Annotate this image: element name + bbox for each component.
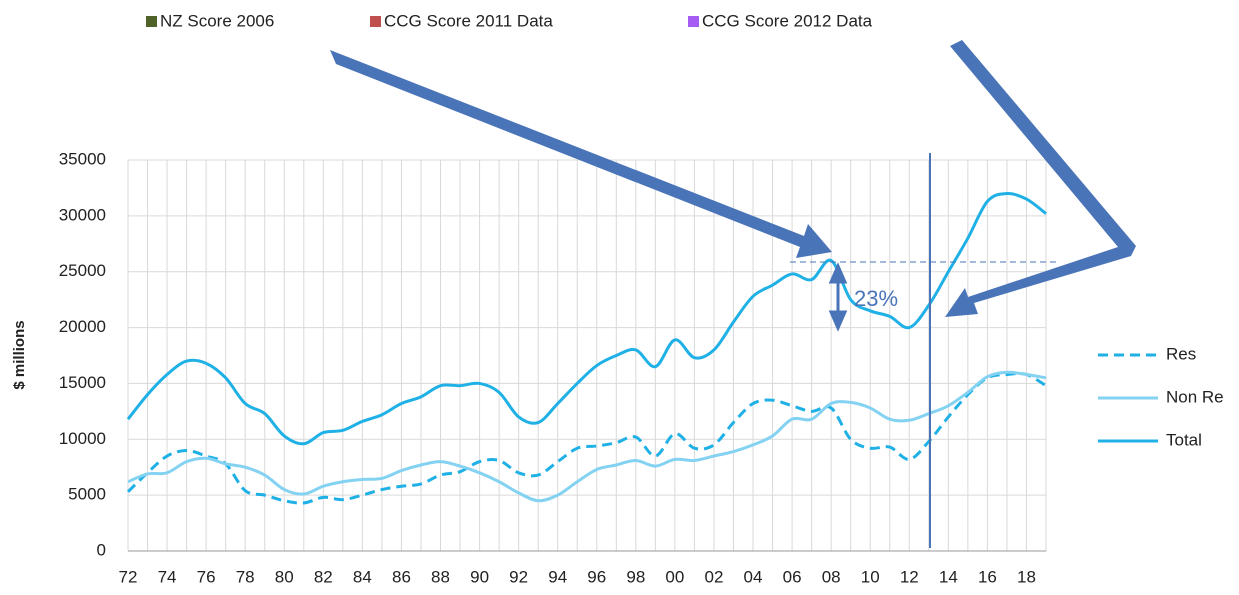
legend-label: CCG Score 2012 Data (702, 11, 873, 30)
x-tick-label: 02 (704, 567, 723, 586)
y-tick-label: 5000 (68, 485, 106, 504)
series-line (126, 372, 1047, 505)
legend-label: Total (1166, 430, 1202, 449)
x-tick-label: 08 (822, 567, 841, 586)
x-tick-label: 84 (353, 567, 372, 586)
y-tick-label: 0 (97, 540, 106, 559)
x-tick-label: 80 (275, 567, 294, 586)
legend-label: CCG Score 2011 Data (384, 11, 553, 30)
y-tick-label: 15000 (59, 373, 106, 392)
x-tick-label: 00 (665, 567, 684, 586)
x-tick-label: 94 (548, 567, 567, 586)
x-tick-label: 82 (314, 567, 333, 586)
legend-swatch (370, 16, 381, 27)
x-tick-label: 98 (626, 567, 645, 586)
y-tick-label: 25000 (59, 261, 106, 280)
x-tick-label: 04 (744, 567, 763, 586)
x-tick-label: 06 (783, 567, 802, 586)
y-tick-label: 20000 (59, 317, 106, 336)
series-line (126, 192, 1047, 446)
x-tick-label: 10 (861, 567, 880, 586)
x-tick-label: 88 (431, 567, 450, 586)
x-tick-label: 16 (978, 567, 997, 586)
legend-label: Res (1166, 344, 1196, 363)
x-tick-label: 18 (1017, 567, 1036, 586)
y-tick-label: 10000 (59, 429, 106, 448)
y-tick-label: 30000 (59, 205, 106, 224)
change-arrow (828, 262, 848, 332)
y-axis-label: $ millions (11, 320, 28, 389)
legend-label: Non Re (1166, 387, 1224, 406)
y-tick-label: 35000 (59, 149, 106, 168)
legend-swatch (146, 16, 157, 27)
x-tick-label: 92 (509, 567, 528, 586)
x-tick-label: 78 (236, 567, 255, 586)
legend-swatch (688, 16, 699, 27)
x-tick-label: 72 (119, 567, 138, 586)
legend-label: NZ Score 2006 (160, 11, 274, 30)
x-tick-label: 90 (470, 567, 489, 586)
series-line (127, 370, 1047, 503)
x-tick-label: 12 (900, 567, 919, 586)
x-tick-label: 14 (939, 567, 958, 586)
x-tick-label: 96 (587, 567, 606, 586)
pointer-arrows (330, 40, 1136, 317)
x-tick-label: 74 (158, 567, 177, 586)
annotation: 23% (854, 286, 898, 311)
x-tick-label: 86 (392, 567, 411, 586)
x-tick-label: 76 (197, 567, 216, 586)
plot (126, 159, 1047, 552)
